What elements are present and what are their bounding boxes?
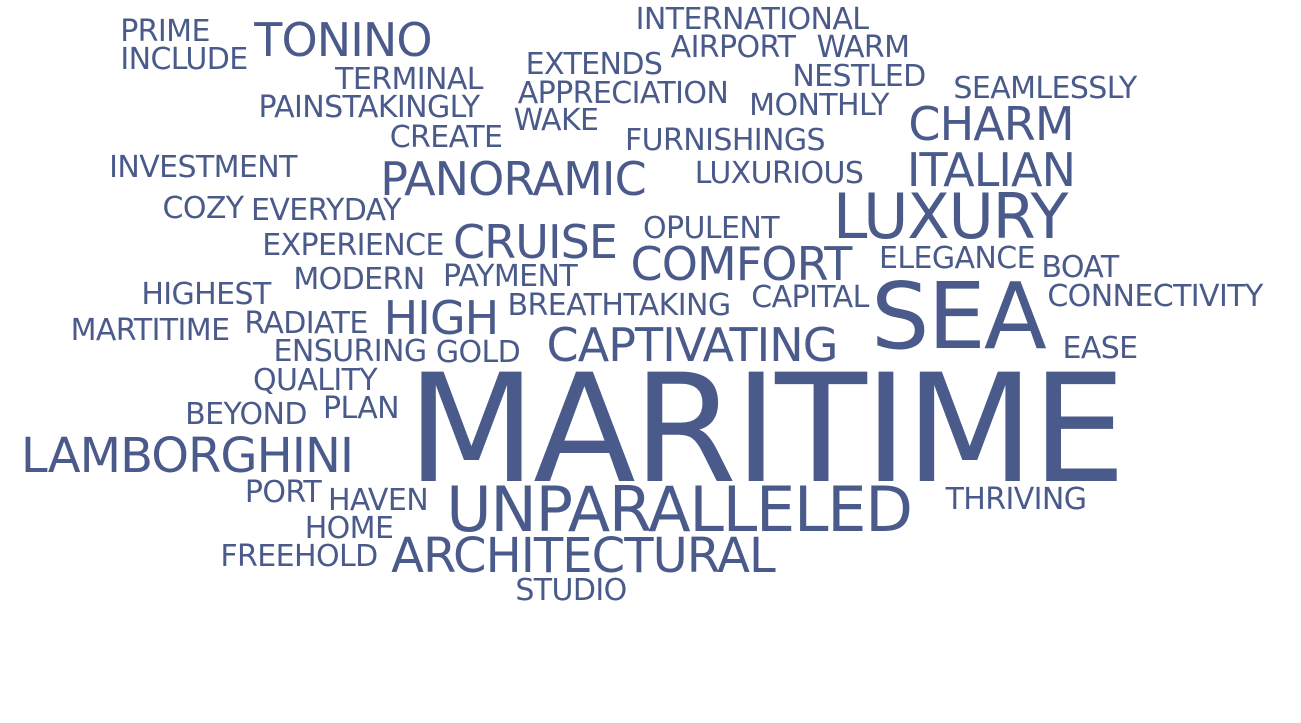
word-comfort: COMFORT	[630, 237, 853, 291]
word-breathtaking: BREATHTAKING	[507, 288, 732, 323]
word-monthly: MONTHLY	[749, 88, 889, 123]
word-cruise: CRUISE	[452, 215, 618, 269]
word-architectural: ARCHITECTURAL	[391, 528, 776, 584]
word-quality: QUALITY	[252, 363, 378, 398]
word-create: CREATE	[389, 120, 503, 155]
word-prime: PRIME	[120, 14, 210, 49]
word-captivating: CAPTIVATING	[546, 318, 838, 372]
word-italian: ITALIAN	[906, 143, 1076, 197]
word-martitime: MARTITIME	[70, 313, 230, 348]
word-highest: HIGHEST	[141, 277, 271, 312]
word-lamborghini: LAMBORGHINI	[20, 428, 354, 484]
word-payment: PAYMENT	[442, 259, 578, 294]
word-maritime: MARITIME	[406, 343, 1127, 517]
word-home: HOME	[304, 511, 394, 546]
word-freehold: FREEHOLD	[220, 539, 378, 574]
word-thriving: THRIVING	[945, 482, 1087, 517]
word-modern: MODERN	[293, 262, 425, 297]
word-extends: EXTENDS	[525, 47, 663, 82]
word-opulent: OPULENT	[643, 211, 780, 246]
word-nestled: NESTLED	[792, 59, 926, 94]
word-elegance: ELEGANCE	[879, 241, 1036, 276]
word-appreciation: APPRECIATION	[517, 76, 729, 111]
word-unparalleled: UNPARALLELED	[446, 473, 913, 546]
word-gold: GOLD	[435, 335, 521, 370]
word-haven: HAVEN	[327, 483, 429, 518]
word-include: INCLUDE	[120, 42, 248, 77]
word-high: HIGH	[383, 291, 500, 345]
word-studio: STUDIO	[515, 573, 627, 608]
word-boat: BOAT	[1041, 250, 1119, 285]
word-radiate: RADIATE	[244, 306, 368, 341]
word-investment: INVESTMENT	[109, 150, 297, 185]
word-painstakingly: PAINSTAKINGLY	[258, 90, 480, 125]
word-tonino: TONINO	[254, 13, 432, 67]
word-experience: EXPERIENCE	[262, 228, 444, 263]
word-panoramic: PANORAMIC	[380, 152, 646, 206]
word-luxury: LUXURY	[832, 180, 1068, 253]
word-sea: SEA	[871, 263, 1047, 370]
word-everyday: EVERYDAY	[251, 193, 402, 228]
word-luxurious: LUXURIOUS	[694, 156, 864, 191]
word-furnishings: FURNISHINGS	[625, 123, 826, 158]
word-beyond: BEYOND	[185, 397, 307, 432]
word-port: PORT	[244, 475, 322, 510]
word-international: INTERNATIONAL	[635, 2, 869, 37]
word-ease: EASE	[1062, 331, 1138, 366]
word-ensuring: ENSURING	[273, 334, 428, 369]
word-terminal: TERMINAL	[335, 62, 483, 97]
word-wake: WAKE	[513, 103, 599, 138]
word-capital: CAPITAL	[751, 280, 869, 315]
word-plan: PLAN	[322, 391, 400, 426]
word-warm: WARM	[816, 30, 910, 65]
word-charm: CHARM	[908, 97, 1074, 151]
word-seamlessly: SEAMLESSLY	[953, 71, 1137, 106]
word-airport: AIRPORT	[670, 30, 796, 65]
word-connectivity: CONNECTIVITY	[1047, 279, 1263, 314]
word-cozy: COZY	[162, 191, 244, 226]
